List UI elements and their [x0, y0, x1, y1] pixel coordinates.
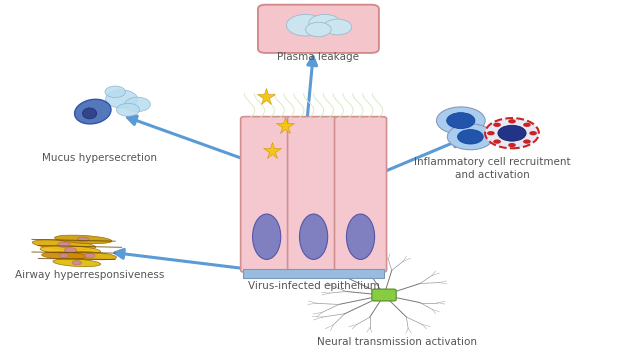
Ellipse shape: [42, 252, 86, 259]
Ellipse shape: [60, 253, 68, 258]
FancyBboxPatch shape: [335, 117, 387, 272]
Ellipse shape: [72, 261, 81, 265]
FancyBboxPatch shape: [241, 117, 292, 272]
Circle shape: [485, 118, 539, 148]
Circle shape: [287, 14, 324, 36]
Circle shape: [529, 131, 537, 135]
Circle shape: [508, 119, 516, 123]
Circle shape: [523, 139, 531, 144]
FancyBboxPatch shape: [258, 5, 379, 53]
Ellipse shape: [83, 108, 97, 119]
Text: Mucus hypersecretion: Mucus hypersecretion: [42, 153, 157, 163]
Ellipse shape: [53, 259, 100, 267]
Text: Virus-infected epithelium: Virus-infected epithelium: [248, 281, 380, 291]
Circle shape: [523, 123, 531, 127]
Text: Inflammatory cell recruitment
and activation: Inflammatory cell recruitment and activa…: [415, 157, 571, 180]
Circle shape: [106, 90, 138, 108]
Circle shape: [116, 103, 140, 116]
FancyBboxPatch shape: [287, 117, 340, 272]
Circle shape: [498, 125, 526, 141]
Circle shape: [493, 139, 501, 144]
Ellipse shape: [63, 251, 116, 260]
Ellipse shape: [77, 237, 89, 242]
Ellipse shape: [346, 214, 374, 260]
Ellipse shape: [58, 242, 70, 248]
Circle shape: [458, 130, 483, 144]
Circle shape: [306, 22, 332, 37]
Ellipse shape: [75, 99, 111, 124]
Ellipse shape: [253, 214, 281, 260]
Ellipse shape: [40, 246, 100, 255]
Text: Plasma leakage: Plasma leakage: [277, 52, 360, 62]
Circle shape: [125, 97, 150, 112]
Ellipse shape: [32, 240, 96, 250]
Circle shape: [323, 19, 352, 35]
Text: Airway hyperresponsiveness: Airway hyperresponsiveness: [15, 270, 164, 280]
Circle shape: [447, 124, 493, 150]
Circle shape: [308, 14, 340, 32]
Ellipse shape: [54, 235, 112, 244]
Ellipse shape: [300, 214, 328, 260]
Ellipse shape: [65, 248, 76, 253]
FancyBboxPatch shape: [372, 289, 396, 301]
Circle shape: [508, 143, 516, 147]
Bar: [243, 269, 384, 278]
Text: Neural transmission activation: Neural transmission activation: [317, 337, 477, 347]
Circle shape: [105, 86, 125, 98]
Ellipse shape: [84, 253, 95, 258]
Circle shape: [487, 131, 495, 135]
Circle shape: [493, 123, 501, 127]
Circle shape: [447, 113, 475, 129]
Circle shape: [436, 107, 485, 134]
